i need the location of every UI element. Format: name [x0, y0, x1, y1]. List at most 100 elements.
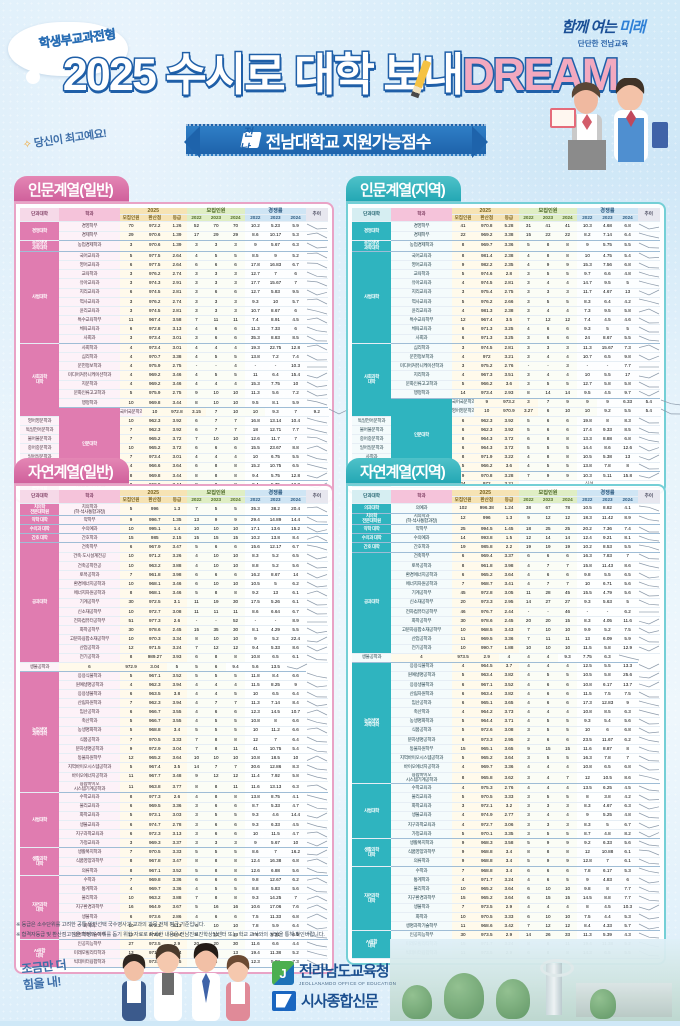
- table-row[interactable]: 산업공학과12971.53.24712129.45.338.6: [20, 644, 328, 653]
- table-row[interactable]: 행정학과10969.83.44810109.58.15.9: [20, 398, 328, 407]
- table-row[interactable]: 영어교육과9982.22.3549915.37.566.8: [352, 261, 660, 270]
- table-row[interactable]: 사회과학대학심리학과3974.52.8133311.315.677.3: [352, 343, 660, 352]
- table-row[interactable]: 건축공학전공10963.23.88410108.85.25.6: [20, 561, 328, 570]
- table-row[interactable]: 체육교육과6972.83.1346611.37.336: [20, 325, 328, 334]
- table-row[interactable]: 경영대학경영학부41970.85.2831414110.34.686.8: [352, 222, 660, 231]
- table-row[interactable]: 식품영양과학부8967.83.4788812.416.386.8: [20, 857, 328, 866]
- table-row[interactable]: 식품공학과5972.63.083551066.8: [352, 726, 660, 735]
- table-row[interactable]: 지리학과4967.33.51344105.517: [352, 371, 660, 380]
- table-row[interactable]: 의과대학의예과102996.381.2438677810.58.824.1: [352, 504, 660, 513]
- table-row[interactable]: 유아교육과4974.52.8134414.79.55: [352, 279, 660, 288]
- table-row[interactable]: 공과대학건축학부6967.93.4756615.612.176.7: [20, 543, 328, 552]
- table-row[interactable]: 원예생명공학과4962.33.9444411.58.259: [20, 680, 328, 689]
- table-row[interactable]: 농생명화학과5964.43.714559.35.45.6: [352, 717, 660, 726]
- table-row[interactable]: 문화인류고고학과5975.92.759101011.35.67.2: [20, 389, 328, 398]
- table-row[interactable]: 통계학과4969.73.364558.85.835.6: [20, 885, 328, 894]
- table-row[interactable]: 가정교육과5970.13.353558.74.88.2: [352, 830, 660, 839]
- table-row[interactable]: 체육교육과6971.33.254669.355: [352, 325, 660, 334]
- table-row[interactable]: 산림자원학과7962.33.9447711.37.148.4: [20, 699, 328, 708]
- table-row[interactable]: 치의학전문대학원치의학과(학·석사통합과정)59961.375535.338.2…: [20, 504, 328, 516]
- table-row[interactable]: 약학 대학약학부25994.51.4518252520.27.367.4: [352, 525, 660, 534]
- table-row[interactable]: 자연과학대학수학과7969.83.366669.812.676.2: [20, 876, 328, 885]
- table-row[interactable]: 사회과3973.43.0136635.38.838.5: [20, 334, 328, 343]
- table-row[interactable]: 생활과학대학생활복지학과9968.33.585999.26.335.6: [352, 839, 660, 848]
- table-row[interactable]: 영어교육과6977.52.6466617.816.836.7: [20, 261, 328, 270]
- table-row[interactable]: 물리교육과6969.53.363668.75.334.7: [20, 802, 328, 811]
- table-row[interactable]: 문화인류고고학과5966.23.635512.75.85.8: [352, 380, 660, 389]
- table-row[interactable]: 지역바이오시스템공학과5965.23.6435516.37.87: [352, 754, 660, 763]
- table-row[interactable]: 생물공학과6972.93.045569.45.613.5: [20, 662, 328, 671]
- table-row[interactable]: 경영대학경영학부70972.21.2652707010.25.235.9: [20, 222, 328, 231]
- table-row[interactable]: 행정학과14973.42.93814149.54.59.7: [352, 389, 660, 398]
- table-row[interactable]: 축산학과5966.73.5545510.886.6: [20, 717, 328, 726]
- table-row[interactable]: 사범대학국어교육과8981.42.38488104.755.4: [352, 251, 660, 260]
- table-row[interactable]: 특수교육학부12967.43.5712127.44.54.6: [352, 316, 660, 325]
- table-row[interactable]: 심리학과4970.73.3845513.87.27.4: [20, 352, 328, 361]
- table-row[interactable]: 화학공학부30978.62.452020158.34.0511.6: [352, 616, 660, 625]
- table-row[interactable]: 사범대학국어교육과5977.52.644558.595.2: [20, 251, 328, 260]
- table-row[interactable]: 전자컴퓨터공학부46976.72.44--46--6.2: [352, 607, 660, 616]
- table-row[interactable]: 통계학과4971.73.2446594.836: [352, 876, 660, 885]
- table-row[interactable]: 생물학과7973.52.944484.510.3: [352, 903, 660, 912]
- table-row[interactable]: 동물자원학부15965.13.659151511.68.878: [352, 745, 660, 754]
- table-row[interactable]: 전자컴퓨터공학부51977.32.6--52--8.9: [20, 616, 328, 625]
- table-row[interactable]: 분자생명공학과6973.32.9526623.511.676.2: [352, 735, 660, 744]
- table-row[interactable]: 윤리교육과3974.52.8133310.78.676: [20, 307, 328, 316]
- table-row[interactable]: 교육학과5974.62.83559.76.64.8: [352, 270, 660, 279]
- table-row[interactable]: 생물공학과4973.52.94449.37.756.3: [352, 653, 660, 662]
- table-row[interactable]: 지역바이오시스템공학과5967.43.5147730.612.868.3: [20, 763, 328, 772]
- table-row[interactable]: 산림자원학과6963.43.8246611.57.57.5: [352, 689, 660, 698]
- table-row[interactable]: 융합바이오시스템기계공학과11963.83.77881111.613.136.3: [20, 781, 328, 793]
- table-row[interactable]: 동물자원학부12965.23.6410101010.818.510: [20, 754, 328, 763]
- table-row[interactable]: 치의학전문대학원치의학과(학·석사통합과정)129961.39121218.31…: [352, 513, 660, 525]
- table-row[interactable]: 기계공학부45972.83.0511284515.54.795.6: [352, 589, 660, 598]
- table-row[interactable]: 간호 대학간호학과159852.1515151510.213.88.4: [20, 534, 328, 543]
- table-row[interactable]: 약학 대학약학부9996.71.35139929.414.8914.4: [20, 515, 328, 524]
- table-row[interactable]: 생물교육과4974.92.7734495.254.8: [352, 811, 660, 820]
- table-row[interactable]: 사회과학대학사회학과4973.43.0144419.322.7512.8: [20, 343, 328, 352]
- table-row[interactable]: 수의과 대학수의예과10995.11.410101017.113.615.2: [20, 525, 328, 534]
- table-row[interactable]: 교육학과3976.22.7433312.776: [20, 270, 328, 279]
- table-row[interactable]: 농업생명과학대학농업경제학과8969.73.3658895.755.5: [352, 240, 660, 251]
- table-row[interactable]: 고분자융합소재공학부10970.33.348101095.222.4: [20, 635, 328, 644]
- table-row[interactable]: 인문대학국어국문학과9973.2379996.335.4: [352, 398, 660, 407]
- table-row[interactable]: 사범대학수학교육과4975.32.7644413.56.254.5: [352, 784, 660, 793]
- table-row[interactable]: 자연과학대학수학과7968.83.46667.86.175.3: [352, 866, 660, 875]
- table-row[interactable]: 에너지자원공학과8968.13.465889.2136.1: [20, 589, 328, 598]
- table-row[interactable]: 지구과학교육과6972.33.133661011.54.7: [20, 830, 328, 839]
- table-row[interactable]: 산업공학과11969.53.3671111136.095.9: [352, 635, 660, 644]
- table-row[interactable]: 경제학부22969.23.381522228.27.146.4: [352, 231, 660, 240]
- table-row[interactable]: 특수교육학부11967.43.58711117.48.914.5: [20, 316, 328, 325]
- table-row[interactable]: 지구환경과학부15965.23.646151514.58.87.7: [352, 894, 660, 903]
- table-row[interactable]: 농생명화학과5968.83.45551011.26.6: [20, 726, 328, 735]
- table-row[interactable]: 토목공학과8961.83.9847715.811.438.6: [352, 561, 660, 570]
- table-row[interactable]: 원예생명공학과5963.43.8245510.55.825.6: [352, 671, 660, 680]
- table-row[interactable]: 사범대학수학교육과8977.32.648813.88.754.1: [20, 793, 328, 802]
- table-row[interactable]: 미디어커뮤니케이션학과3975.22.76--3--7.7: [352, 362, 660, 371]
- table-row[interactable]: 물리학과10965.23.64610109.887.7: [352, 885, 660, 894]
- table-row[interactable]: 임산공학과6966.73.5546612.314.510.7: [20, 708, 328, 717]
- table-row[interactable]: 분자생명공학과9972.93.0478114110.755.4: [20, 745, 328, 754]
- table-row[interactable]: 식품영양과학부9968.83.48881210.886.1: [352, 848, 660, 857]
- table-row[interactable]: 문헌정보학과4975.92.75--4--10.3: [20, 362, 328, 371]
- table-row[interactable]: 지구환경과학부16964.93.675161610.617.067.6: [20, 903, 328, 912]
- table-row[interactable]: 신소재공학부10972.73.081111118.66.646.7: [20, 607, 328, 616]
- table-row[interactable]: 응용생물학과6967.13.5246610.86.1713.7: [352, 680, 660, 689]
- table-row[interactable]: 임산공학과6965.13.6546617.312.839: [352, 699, 660, 708]
- table-row[interactable]: 윤리교육과4981.32.383447.39.55.8: [352, 307, 660, 316]
- table-row[interactable]: 화학공학부30978.62.451535308.14.295.5: [20, 626, 328, 635]
- table-row[interactable]: 신소재공학부20973.32.951427279.35.635: [352, 598, 660, 607]
- table-row[interactable]: 경제학부29970.61.391729298.610.175.3: [20, 231, 328, 240]
- table-row[interactable]: 건축·도시설계전공10971.23.26410108.35.26.5: [20, 552, 328, 561]
- table-row[interactable]: 생물교육과6974.72.783669.36.334.5: [20, 820, 328, 829]
- table-row[interactable]: 응용생물학과6963.53.8445106.56.4: [20, 689, 328, 698]
- table-row[interactable]: 기계공학부30972.53.111193017.55.266.1: [20, 598, 328, 607]
- table-row[interactable]: 간호 대학간호학과19985.82.219191910.28.535.5: [352, 543, 660, 552]
- table-row[interactable]: 축산학과4964.23.7344410.88.56.3: [352, 708, 660, 717]
- table-row[interactable]: 문헌정보학과49723.2134410.76.59.8: [352, 352, 660, 361]
- table-row[interactable]: 사회과6971.33.25366248.675.5: [352, 334, 660, 343]
- table-row[interactable]: 식품공학과7970.53.337881276.4: [20, 735, 328, 744]
- table-row[interactable]: 전기공학과10990.71.8810101011.55.812.9: [352, 644, 660, 653]
- table-row[interactable]: 물리교육과5970.53.3335583.84.2: [352, 793, 660, 802]
- table-row[interactable]: 에너지자원공학과7968.73.41477106.715.6: [352, 580, 660, 589]
